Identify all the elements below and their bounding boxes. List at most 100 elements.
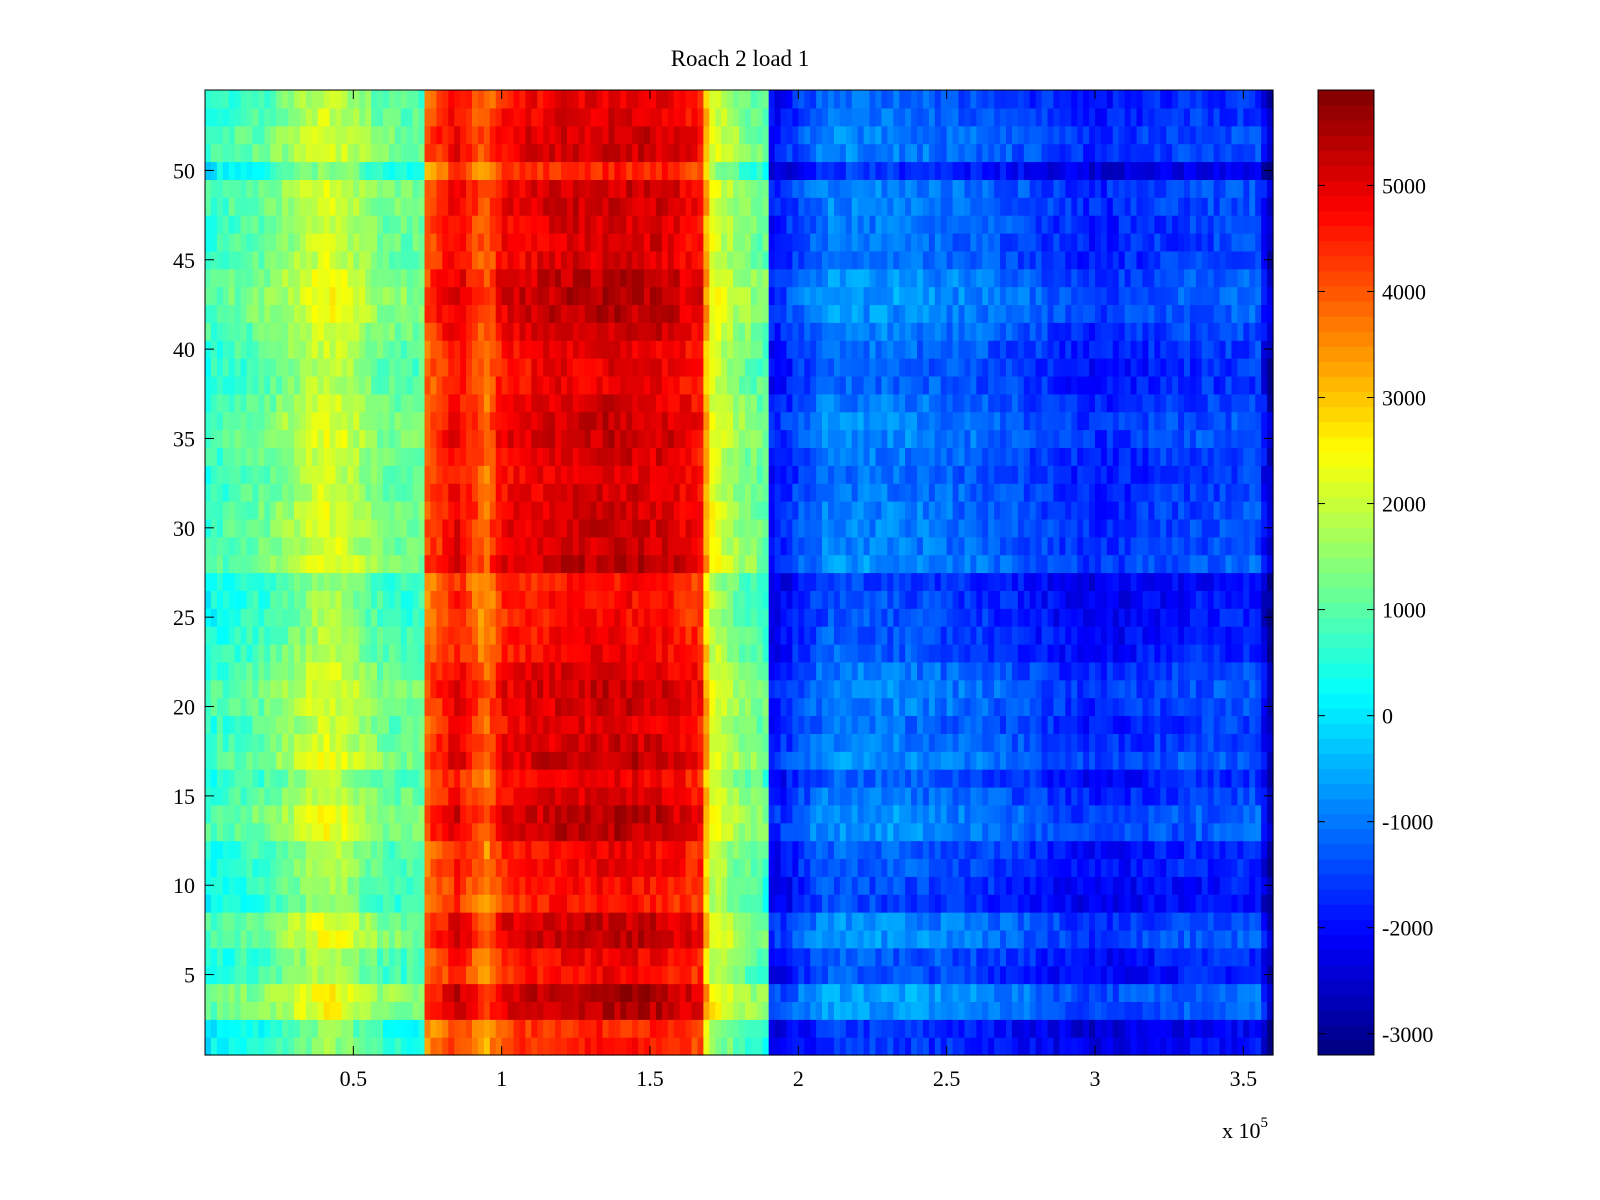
- heatmap-cell: [798, 733, 805, 752]
- heatmap-cell: [311, 894, 319, 913]
- heatmap-cell: [489, 804, 497, 824]
- heatmap-cell: [561, 822, 568, 842]
- heatmap-cell: [525, 840, 532, 860]
- heatmap-cell: [709, 679, 716, 699]
- heatmap-cell: [477, 1037, 485, 1056]
- heatmap-cell: [365, 608, 372, 627]
- heatmap-cell: [881, 858, 888, 877]
- heatmap-cell: [282, 554, 289, 574]
- heatmap-cell: [1124, 804, 1132, 824]
- heatmap-cell: [869, 876, 877, 895]
- heatmap-cell: [976, 643, 983, 663]
- heatmap-cell: [394, 1001, 402, 1020]
- heatmap-cell: [638, 876, 645, 895]
- heatmap-cell: [786, 661, 793, 681]
- heatmap-cell: [264, 751, 271, 770]
- heatmap-cell: [317, 965, 325, 985]
- heatmap-cell: [1124, 626, 1132, 645]
- heatmap-cell: [1017, 661, 1025, 681]
- heatmap-cell: [388, 876, 396, 895]
- heatmap-cell: [590, 876, 598, 895]
- heatmap-cell: [887, 929, 894, 949]
- heatmap-cell: [216, 643, 224, 663]
- heatmap-cell: [590, 572, 598, 591]
- heatmap-cell: [1124, 751, 1132, 770]
- heatmap-cell: [1041, 608, 1049, 627]
- heatmap-cell: [519, 626, 526, 645]
- heatmap-cell: [507, 643, 515, 663]
- heatmap-cell: [1065, 572, 1072, 591]
- heatmap-cell: [353, 733, 360, 752]
- heatmap-cell: [721, 876, 728, 895]
- heatmap-cell: [1118, 1037, 1126, 1056]
- heatmap-cell: [531, 822, 538, 842]
- heatmap-cell: [572, 626, 580, 645]
- heatmap-cell: [620, 1019, 627, 1038]
- heatmap-cell: [804, 947, 811, 967]
- heatmap-cell: [1219, 894, 1227, 913]
- heatmap-cell: [383, 858, 390, 877]
- heatmap-cell: [828, 876, 835, 895]
- heatmap-cell: [460, 1019, 467, 1038]
- heatmap-cell: [1047, 1019, 1055, 1038]
- heatmap-cell: [922, 840, 930, 860]
- heatmap-cell: [388, 1001, 396, 1020]
- heatmap-cell: [1142, 858, 1149, 877]
- heatmap-cell: [952, 965, 960, 985]
- heatmap-cell: [216, 733, 224, 752]
- heatmap-cell: [626, 643, 633, 663]
- heatmap-cell: [1047, 929, 1055, 949]
- heatmap-cell: [1136, 786, 1144, 806]
- heatmap-cell: [958, 697, 966, 717]
- heatmap-cell: [383, 1019, 390, 1038]
- heatmap-cell: [1100, 786, 1108, 806]
- heatmap-cell: [828, 840, 835, 860]
- heatmap-cell: [495, 679, 503, 699]
- heatmap-cell: [596, 840, 604, 860]
- heatmap-cell: [644, 1019, 651, 1038]
- heatmap-cell: [430, 929, 437, 949]
- heatmap-cell: [1136, 983, 1144, 1002]
- heatmap-cell: [673, 643, 681, 663]
- heatmap-cell: [460, 840, 467, 860]
- heatmap-cell: [1189, 965, 1197, 985]
- heatmap-cell: [578, 590, 586, 609]
- heatmap-cell: [1148, 661, 1155, 681]
- heatmap-cell: [970, 876, 977, 895]
- heatmap-cell: [1184, 804, 1191, 824]
- heatmap-cell: [798, 715, 805, 734]
- heatmap-cell: [418, 804, 426, 824]
- heatmap-cell: [561, 554, 568, 574]
- heatmap-cell: [1083, 983, 1090, 1002]
- heatmap-cell: [679, 965, 687, 985]
- heatmap-cell: [750, 590, 758, 609]
- heatmap-cell: [721, 786, 728, 806]
- heatmap-cell: [673, 1019, 681, 1038]
- heatmap-cell: [424, 947, 432, 967]
- heatmap-cell: [1148, 572, 1155, 591]
- heatmap-cell: [946, 590, 954, 609]
- heatmap-cell: [739, 965, 746, 985]
- heatmap-cell: [762, 929, 770, 949]
- heatmap-cell: [394, 858, 402, 877]
- heatmap-cell: [234, 751, 242, 770]
- heatmap-cell: [1000, 1037, 1007, 1056]
- heatmap-cell: [1023, 751, 1031, 770]
- heatmap-cell: [311, 733, 319, 752]
- heatmap-cell: [822, 804, 829, 824]
- heatmap-cell: [632, 733, 639, 752]
- heatmap-cell: [1261, 751, 1268, 770]
- heatmap-cell: [210, 1019, 218, 1038]
- heatmap-cell: [329, 858, 337, 877]
- heatmap-cell: [810, 965, 817, 985]
- heatmap-cell: [1231, 983, 1238, 1002]
- heatmap-cell: [1231, 1001, 1238, 1020]
- heatmap-cell: [531, 858, 538, 877]
- heatmap-cell: [365, 786, 372, 806]
- heatmap-cell: [288, 643, 295, 663]
- heatmap-cell: [964, 840, 971, 860]
- heatmap-cell: [774, 822, 782, 842]
- heatmap-cell: [828, 751, 835, 770]
- heatmap-cell: [620, 876, 627, 895]
- heatmap-cell: [1006, 894, 1013, 913]
